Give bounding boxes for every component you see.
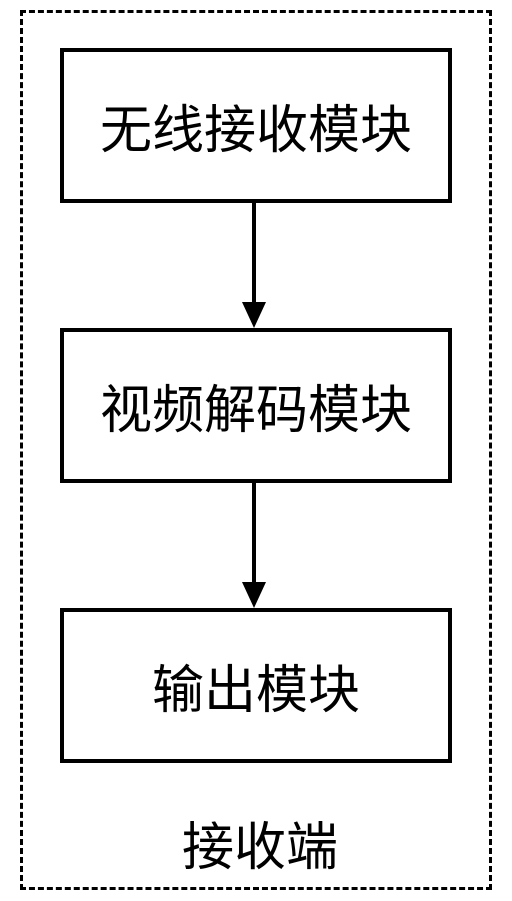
node-video-decode: 视频解码模块	[60, 328, 452, 483]
node-label-output: 输出模块	[152, 648, 360, 723]
node-label-wireless-receive: 无线接收模块	[100, 88, 412, 163]
node-wireless-receive: 无线接收模块	[60, 48, 452, 203]
edge-arrowhead-2	[242, 582, 266, 608]
footer-label: 接收端	[170, 805, 350, 880]
node-label-video-decode: 视频解码模块	[100, 368, 412, 443]
node-output: 输出模块	[60, 608, 452, 763]
edge-line-2	[252, 483, 256, 582]
edge-arrowhead-1	[242, 302, 266, 328]
edge-line-1	[252, 203, 256, 302]
